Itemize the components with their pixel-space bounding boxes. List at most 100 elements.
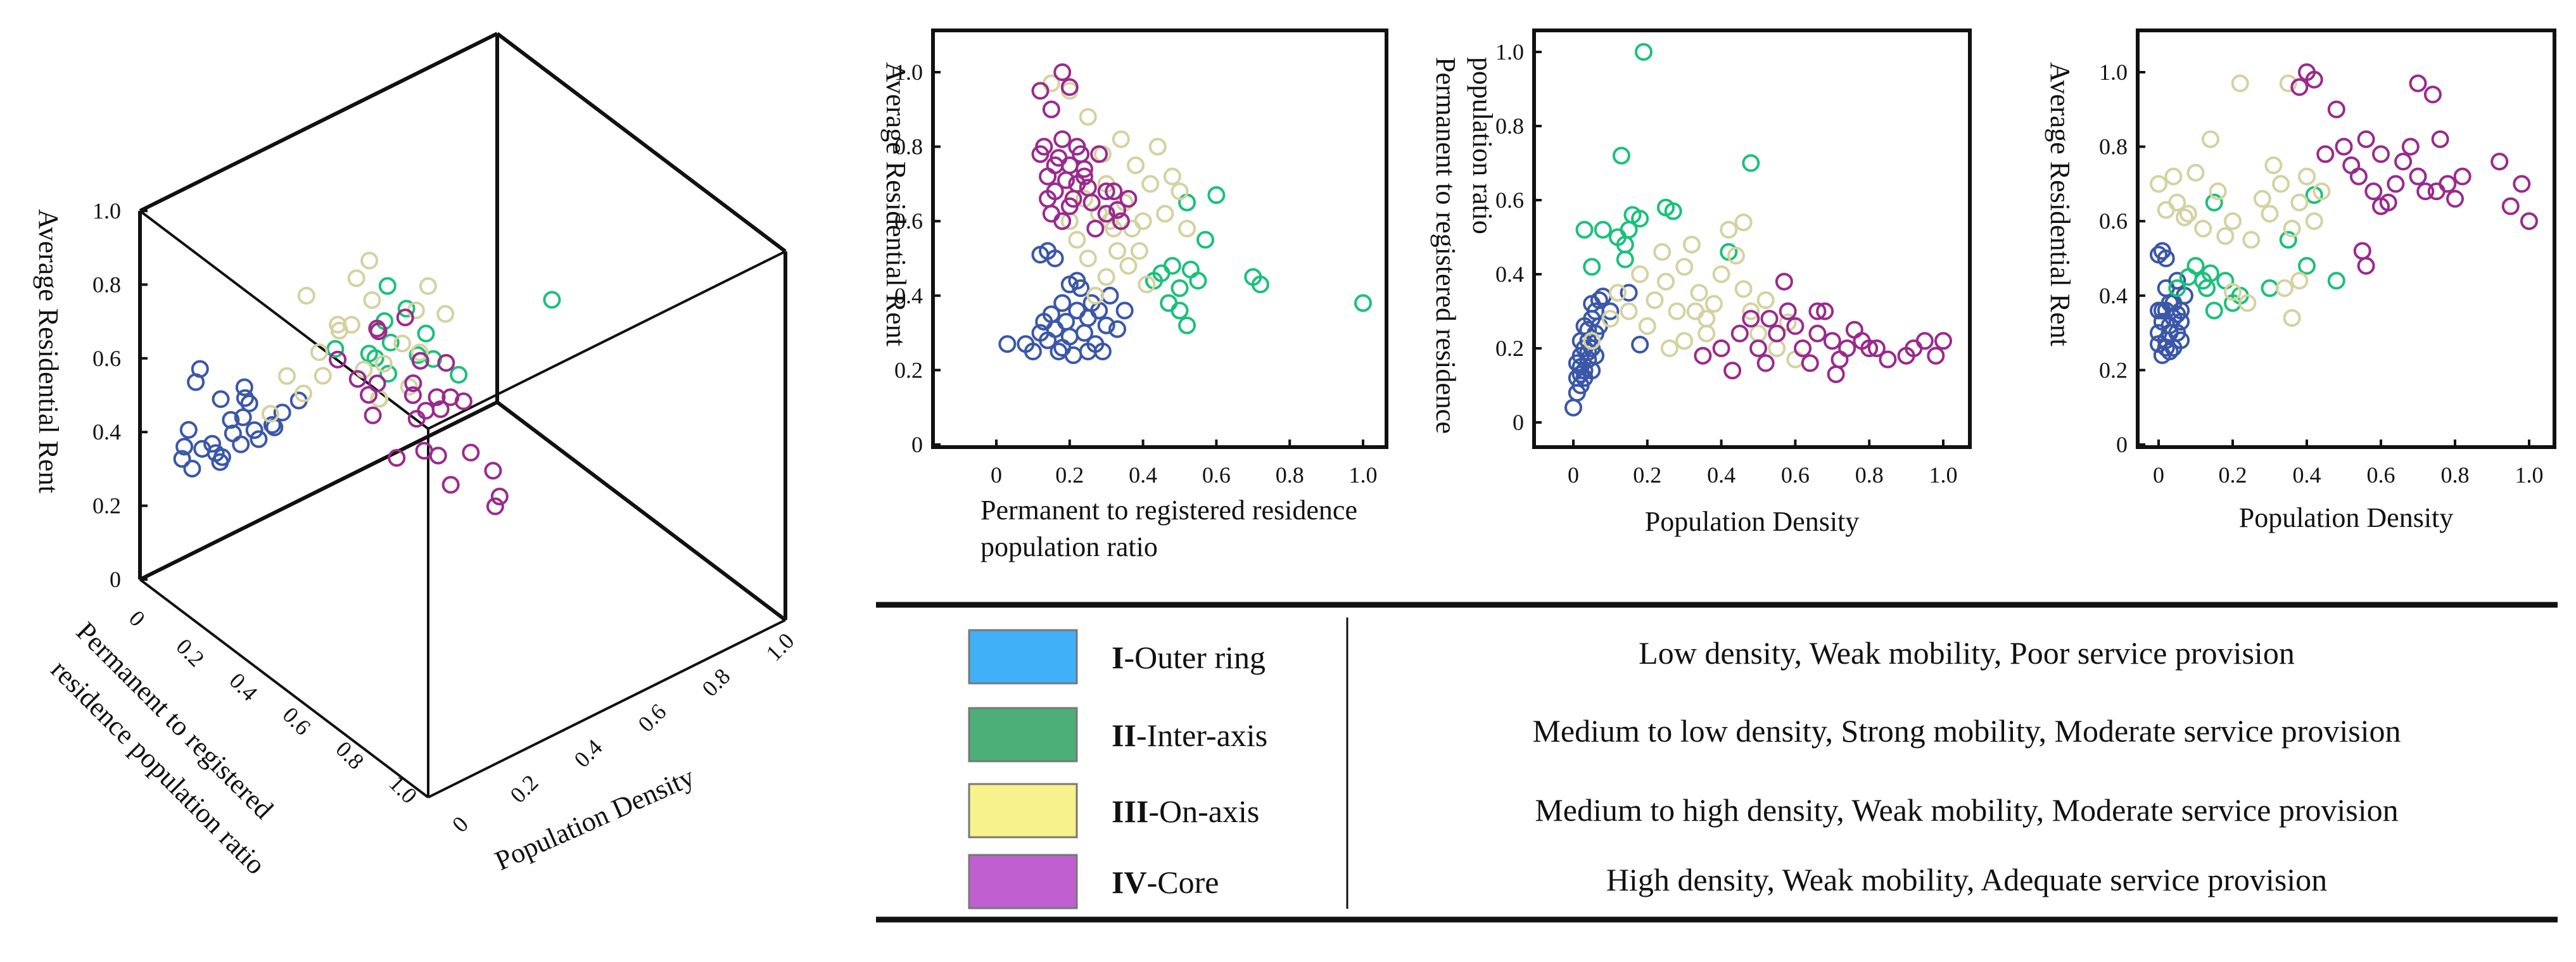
point-IV [2387, 175, 2405, 193]
point-III [2290, 272, 2309, 290]
point-I [1568, 354, 1586, 372]
point-III [310, 343, 328, 362]
point-IV [1079, 179, 1097, 197]
x-tick-label: 0.6 [1781, 462, 1810, 488]
y-tick-label: 0 [447, 811, 473, 837]
point-I [245, 421, 263, 440]
point-III [2216, 227, 2235, 245]
legend-description: Medium to low density, Strong mobility, … [1532, 713, 2401, 749]
point-I [2157, 339, 2175, 357]
point-I [212, 390, 230, 408]
point-IV [1112, 212, 1130, 231]
plot-frame [1532, 28, 1972, 449]
point-IV [2409, 167, 2427, 186]
legend-label: I-Outer ring [1112, 640, 1266, 675]
point-IV [2342, 156, 2361, 174]
point-IV [1053, 63, 1072, 81]
box-edge [428, 619, 786, 799]
point-IV [1816, 302, 1834, 320]
point-IV [1749, 339, 1767, 357]
legend-swatch-III [968, 783, 1078, 839]
point-IV [486, 497, 504, 516]
point-III [1123, 219, 1141, 237]
y-tick-label: 0.4 [894, 283, 923, 308]
point-IV [437, 353, 455, 372]
point-III [1756, 291, 1775, 309]
point-III [1079, 250, 1097, 267]
point-II [1178, 193, 1196, 212]
point-II [378, 277, 397, 295]
point-IV [1090, 145, 1108, 163]
point-IV [1827, 365, 1845, 383]
point-II [2279, 231, 2297, 249]
point-I [1050, 343, 1068, 360]
y-axis-label: Average Residential Rent [880, 62, 911, 346]
y-axis-label: Average Residential Rent [2045, 62, 2076, 346]
point-I [1101, 286, 1119, 305]
point-IV [1042, 100, 1060, 118]
point-I [1620, 284, 1638, 302]
point-II [1612, 146, 1630, 165]
point-IV [403, 386, 422, 404]
x-tick-label: 0.4 [1707, 462, 1735, 488]
point-III [1134, 212, 1152, 231]
point-III [355, 360, 373, 379]
x-tick-label: 0.8 [1855, 462, 1884, 488]
point-IV [1042, 205, 1060, 223]
point-IV [368, 374, 386, 393]
z-axis-label: Average Residential Rent [33, 209, 64, 493]
point-IV [2353, 242, 2371, 260]
point-III [1734, 280, 1753, 298]
point-IV [1794, 339, 1812, 357]
point-IV [2423, 85, 2442, 104]
legend-label: IV-Core [1112, 864, 1219, 900]
point-II [379, 365, 398, 383]
point-II [1616, 250, 1634, 269]
legend-table: I-Outer ring Low density, Weak mobility, … [876, 602, 2558, 923]
box-edge [496, 400, 787, 622]
x-tick-label: 0.4 [1129, 462, 1157, 488]
point-III [1609, 284, 1627, 302]
point-IV [2416, 182, 2435, 201]
point-III [347, 269, 365, 288]
z-tick-label: 0.6 [92, 346, 121, 371]
point-III [1130, 242, 1148, 260]
point-II [1178, 316, 1196, 334]
scatter-rent-vs-ratio: 0 0.2 0.4 0.6 0.8 1.0 0 0.2 0.4 0.6 0.8 1.0 Permanen… [880, 28, 1388, 562]
point-II [1575, 220, 1594, 239]
y-tick-label: 0 [1513, 410, 1524, 435]
point-IV [404, 374, 422, 393]
point-IV [369, 322, 388, 341]
point-II [1609, 228, 1627, 246]
legend-roman: I [1112, 640, 1124, 675]
point-II [417, 324, 435, 343]
point-III [1690, 284, 1708, 302]
x-tick-label: 1.0 [1349, 462, 1378, 488]
y-tick-label: 0.8 [1495, 113, 1524, 139]
point-II [2205, 193, 2223, 212]
y-tick-label: 0.4 [1495, 262, 1524, 287]
point-III [407, 301, 425, 320]
point-IV [1050, 149, 1068, 167]
point-III [261, 405, 279, 423]
point-I [2150, 301, 2167, 320]
point-IV [2357, 256, 2375, 275]
point-III [1119, 256, 1138, 275]
point-I [1631, 336, 1649, 354]
point-IV [1775, 272, 1793, 291]
point-IV [1060, 78, 1079, 96]
point-II [1207, 186, 1226, 205]
x-axis-label: population ratio [980, 531, 1158, 562]
point-III [297, 286, 315, 305]
point-I [222, 411, 240, 429]
point-I [1594, 288, 1612, 306]
point-IV [2372, 145, 2390, 163]
point-II [1634, 43, 1653, 61]
y-axis-label: Permanent to registered residence [1430, 57, 1461, 434]
point-IV [1838, 339, 1856, 357]
point-IV [417, 402, 435, 420]
point-III [1712, 265, 1730, 283]
point-IV [2327, 100, 2345, 118]
point-IV [441, 388, 460, 407]
point-IV [1119, 189, 1138, 208]
